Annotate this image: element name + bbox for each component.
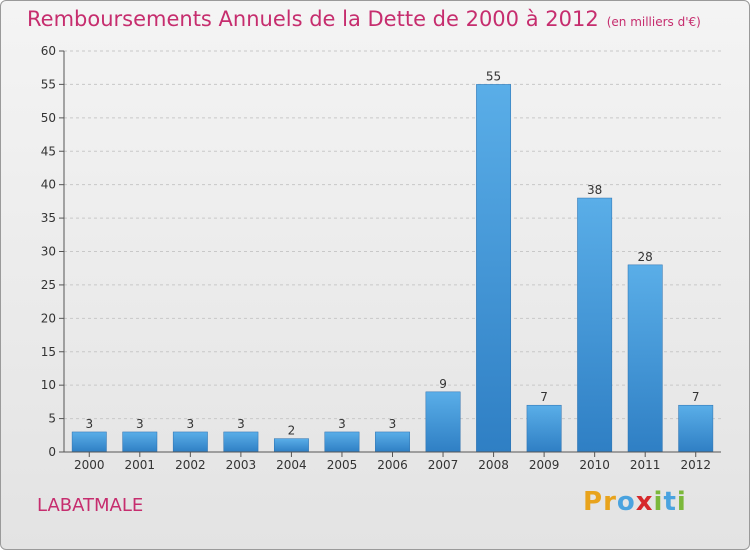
y-tick-label: 50 (41, 111, 56, 125)
x-tick-label-2008: 2008 (478, 458, 509, 472)
y-tick-label: 45 (41, 144, 56, 158)
x-tick-label-2011: 2011 (630, 458, 661, 472)
bar-2000 (71, 431, 107, 453)
x-tick-label-2005: 2005 (327, 458, 358, 472)
bar-2007 (425, 391, 461, 453)
data-label-2000: 3 (85, 417, 93, 431)
logo-letter: r (603, 487, 617, 517)
bar-2005 (324, 431, 360, 453)
x-tick-label-2004: 2004 (276, 458, 307, 472)
y-tick-label: 25 (41, 278, 56, 292)
bar-2011 (627, 264, 663, 453)
bar-2003 (223, 431, 259, 453)
y-tick-label: 30 (41, 245, 56, 259)
y-tick-label: 0 (48, 445, 56, 459)
y-tick-label: 40 (41, 178, 56, 192)
chart-title-text: Remboursements Annuels de la Dette de 20… (27, 7, 599, 31)
bar-2010 (577, 197, 613, 453)
y-tick-label: 55 (41, 77, 56, 91)
bar-2001 (122, 431, 158, 453)
bar-2009 (526, 404, 562, 453)
data-label-2011: 28 (638, 250, 653, 264)
y-tick-label: 60 (41, 44, 56, 58)
data-label-2010: 38 (587, 183, 602, 197)
y-tick-label: 15 (41, 345, 56, 359)
logo-letter: t (663, 487, 677, 517)
y-tick-label: 20 (41, 311, 56, 325)
bar-2012 (678, 404, 714, 453)
bar-2006 (375, 431, 410, 453)
logo-letter: P (583, 487, 604, 517)
logo-letter: i (676, 487, 687, 517)
data-label-2004: 2 (288, 424, 296, 438)
chart-title: Remboursements Annuels de la Dette de 20… (27, 7, 701, 31)
x-tick-label-2007: 2007 (428, 458, 459, 472)
x-tick-label-2003: 2003 (226, 458, 257, 472)
commune-name: LABATMALE (37, 495, 144, 516)
data-label-2007: 9 (439, 377, 447, 391)
x-tick-label-2012: 2012 (680, 458, 711, 472)
proxiti-logo: Proxiti (583, 487, 687, 517)
chart-subtitle: (en milliers d'€) (606, 15, 701, 29)
x-tick-label-2001: 2001 (125, 458, 156, 472)
x-tick-label-2002: 2002 (175, 458, 206, 472)
bar-2002 (172, 431, 208, 453)
x-tick-label-2000: 2000 (74, 458, 105, 472)
data-label-2012: 7 (692, 390, 700, 404)
data-label-2008: 55 (486, 69, 501, 83)
y-tick-label: 5 (48, 412, 56, 426)
logo-letter: o (616, 487, 636, 517)
x-tick-label-2010: 2010 (579, 458, 610, 472)
logo-letter: i (653, 487, 664, 517)
data-label-2009: 7 (540, 390, 548, 404)
bar-2004 (273, 438, 309, 453)
data-label-2002: 3 (187, 417, 195, 431)
logo-letter: x (635, 487, 654, 517)
data-label-2001: 3 (136, 417, 144, 431)
data-label-2005: 3 (338, 417, 346, 431)
y-tick-label: 10 (41, 378, 56, 392)
x-tick-label-2006: 2006 (377, 458, 408, 472)
y-tick-label: 35 (41, 211, 56, 225)
data-label-2003: 3 (237, 417, 245, 431)
x-tick-label-2009: 2009 (529, 458, 560, 472)
data-label-2006: 3 (389, 417, 397, 431)
bar-2008 (476, 84, 512, 453)
